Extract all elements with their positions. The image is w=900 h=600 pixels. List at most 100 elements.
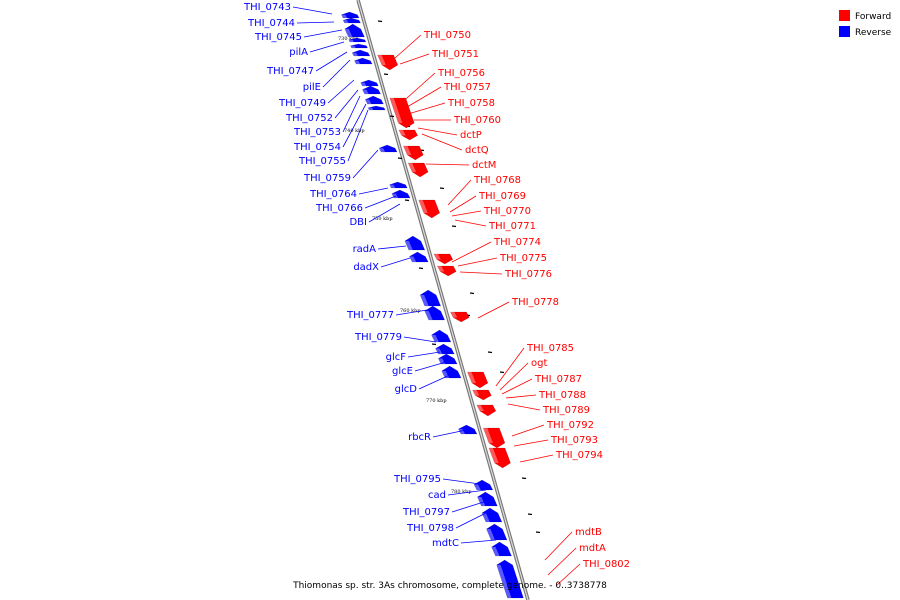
gene-label-thi-0787[interactable]: THI_0787 [534, 374, 582, 385]
gene-label-thi-0749[interactable]: THI_0749 [278, 98, 326, 109]
gene-label-thi-0793[interactable]: THI_0793 [550, 435, 598, 446]
reverse-gene-block-17[interactable] [419, 289, 442, 307]
gene-label-thi-0802[interactable]: THI_0802 [582, 559, 630, 570]
gene-label-rada[interactable]: radA [353, 244, 377, 255]
gene-label-thi-0758[interactable]: THI_0758 [447, 98, 495, 109]
reverse-gene-block-6[interactable] [351, 49, 371, 57]
forward-gene-block-10[interactable] [467, 371, 489, 389]
gene-label-cad[interactable]: cad [428, 490, 446, 501]
reverse-gene-block-2[interactable] [342, 17, 361, 24]
gene-label-thi-0753[interactable]: THI_0753 [293, 127, 341, 138]
forward-gene-block-6[interactable] [418, 199, 441, 219]
gene-label-thi-0770[interactable]: THI_0770 [483, 206, 531, 217]
reverse-gene-block-21[interactable] [437, 353, 458, 365]
reverse-gene-block-1[interactable] [341, 11, 360, 19]
forward-gene-block-4[interactable] [402, 145, 424, 161]
reverse-gene-block-13[interactable] [389, 181, 408, 189]
legend-item-reverse[interactable]: Reverse [839, 26, 892, 38]
reverse-gene-block-8[interactable] [360, 79, 379, 87]
gene-label-thi-0768[interactable]: THI_0768 [473, 175, 521, 186]
gene-label-dctp[interactable]: dctP [460, 130, 482, 141]
reverse-gene-block-24[interactable] [473, 479, 494, 491]
reverse-gene-block-9[interactable] [362, 85, 382, 95]
gene-label-glcf[interactable]: glcF [386, 352, 407, 363]
reverse-gene-block-29[interactable] [496, 559, 524, 599]
gene-label-thi-0751[interactable]: THI_0751 [431, 49, 479, 60]
gene-label-pile[interactable]: pilE [303, 82, 321, 93]
gene-label-dbi[interactable]: DBI [349, 217, 367, 228]
forward-gene-block-1[interactable] [377, 54, 399, 71]
forward-gene-block-8[interactable] [436, 265, 457, 277]
forward-gene-block-3[interactable] [398, 129, 418, 141]
reverse-gene-block-5[interactable] [350, 43, 369, 49]
gene-label-thi-0744[interactable]: THI_0744 [247, 18, 295, 29]
reverse-gene-block-20[interactable] [435, 343, 455, 355]
forward-gene-block-13[interactable] [482, 427, 506, 449]
gene-label-thi-0745[interactable]: THI_0745 [254, 32, 302, 43]
gene-label-thi-0774[interactable]: THI_0774 [493, 237, 541, 248]
forward-gene-block-11[interactable] [472, 389, 492, 401]
gene-label-thi-0797[interactable]: THI_0797 [402, 507, 450, 518]
gene-label-dctq[interactable]: dctQ [465, 145, 489, 156]
forward-gene-block-7[interactable] [433, 253, 454, 265]
gene-label-mdtb[interactable]: mdtB [575, 527, 602, 538]
gene-label-thi-0755[interactable]: THI_0755 [298, 156, 346, 167]
gene-label-thi-0775[interactable]: THI_0775 [499, 253, 547, 264]
gene-label-thi-0752[interactable]: THI_0752 [285, 113, 333, 124]
reverse-gene-block-4[interactable] [348, 37, 367, 43]
reverse-gene-block-11[interactable] [367, 105, 386, 111]
gene-label-mdta[interactable]: mdtA [579, 543, 606, 554]
reverse-gene-block-3[interactable] [344, 23, 365, 38]
reverse-gene-block-16[interactable] [409, 251, 429, 263]
gene-label-thi-0743[interactable]: THI_0743 [243, 2, 291, 13]
gene-label-thi-0795[interactable]: THI_0795 [393, 474, 441, 485]
gene-label-thi-0757[interactable]: THI_0757 [443, 82, 491, 93]
reverse-gene-block-25[interactable] [477, 491, 498, 507]
gene-label-thi-0789[interactable]: THI_0789 [542, 405, 590, 416]
gene-label-thi-0776[interactable]: THI_0776 [504, 269, 552, 280]
gene-label-thi-0760[interactable]: THI_0760 [453, 115, 501, 126]
reverse-gene-block-27[interactable] [486, 523, 508, 541]
gene-label-ogt[interactable]: ogt [531, 358, 547, 369]
reverse-gene-block-12[interactable] [378, 144, 398, 153]
forward-gene-block-2[interactable] [389, 97, 415, 129]
reverse-gene-block-26[interactable] [481, 507, 503, 523]
reverse-gene-block-19[interactable] [431, 329, 452, 343]
gene-label-thi-0766[interactable]: THI_0766 [315, 203, 363, 214]
gene-label-thi-0759[interactable]: THI_0759 [303, 173, 351, 184]
forward-gene-block-14[interactable] [488, 447, 511, 469]
gene-label-thi-0747[interactable]: THI_0747 [266, 66, 314, 77]
gene-label-thi-0764[interactable]: THI_0764 [309, 189, 357, 200]
gene-label-thi-0756[interactable]: THI_0756 [437, 68, 485, 79]
reverse-gene-block-23[interactable] [458, 424, 478, 435]
gene-label-rbcr[interactable]: rbcR [408, 432, 431, 443]
gene-label-thi-0785[interactable]: THI_0785 [526, 343, 574, 354]
reverse-gene-block-7[interactable] [354, 57, 373, 65]
legend-item-forward[interactable]: Forward [839, 10, 891, 22]
gene-label-thi-0750[interactable]: THI_0750 [423, 30, 471, 41]
gene-label-thi-0788[interactable]: THI_0788 [538, 390, 586, 401]
gene-label-thi-0778[interactable]: THI_0778 [511, 297, 559, 308]
reverse-gene-block-28[interactable] [491, 541, 512, 557]
gene-label-thi-0794[interactable]: THI_0794 [555, 450, 603, 461]
forward-gene-block-9[interactable] [449, 311, 470, 323]
reverse-gene-block-10[interactable] [364, 95, 384, 105]
gene-label-glcd[interactable]: glcD [395, 384, 418, 395]
gene-label-mdtc[interactable]: mdtC [432, 538, 459, 549]
gene-label-thi-0771[interactable]: THI_0771 [488, 221, 536, 232]
gene-label-glce[interactable]: glcE [392, 366, 413, 377]
gene-label-thi-0798[interactable]: THI_0798 [406, 523, 454, 534]
gene-label-thi-0754[interactable]: THI_0754 [293, 142, 341, 153]
forward-gene-block-12[interactable] [476, 404, 497, 417]
gene-label-thi-0777[interactable]: THI_0777 [346, 310, 394, 321]
gene-label-dadx[interactable]: dadX [353, 262, 379, 273]
reverse-gene-block-15[interactable] [404, 235, 426, 251]
gene-label-dctm[interactable]: dctM [472, 160, 496, 171]
gene-label-thi-0769[interactable]: THI_0769 [478, 191, 526, 202]
reverse-gene-block-18[interactable] [424, 305, 446, 321]
gene-label-thi-0792[interactable]: THI_0792 [546, 420, 594, 431]
reverse-gene-block-22[interactable] [441, 365, 462, 379]
gene-label-pila[interactable]: pilA [289, 47, 308, 58]
gene-label-thi-0779[interactable]: THI_0779 [354, 332, 402, 343]
forward-gene-block-5[interactable] [407, 162, 429, 178]
